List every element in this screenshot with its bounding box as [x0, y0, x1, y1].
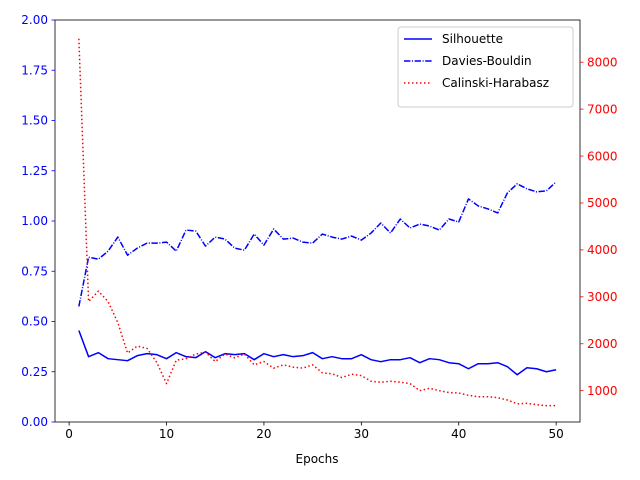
y-right-tick-label: 3000	[587, 290, 618, 304]
y-right-tick-label: 7000	[587, 102, 618, 116]
y-right-tick-label: 1000	[587, 384, 618, 398]
y-right-tick-label: 5000	[587, 196, 618, 210]
y-left-tick-label: 0.00	[21, 415, 48, 429]
y-left-tick-label: 0.75	[21, 264, 48, 278]
x-tick-label: 10	[159, 427, 174, 441]
y-left-tick-label: 2.00	[21, 13, 48, 27]
y-right-tick-label: 6000	[587, 149, 618, 163]
legend: Silhouette Davies-Bouldin Calinski-Harabas…	[397, 26, 574, 108]
y-left-tick-label: 1.25	[21, 164, 48, 178]
y-left-tick-label: 1.75	[21, 63, 48, 77]
legend-label-2: Calinski-Harabasz	[442, 76, 549, 90]
series-layer	[78, 38, 557, 407]
legend-label-0: Silhouette	[442, 32, 503, 46]
x-tick-label: 0	[65, 427, 73, 441]
y-left-tick-label: 0.25	[21, 365, 48, 379]
axes-layer: 0 10 20 30 40 50 0.00 0.25 0.50 0.75 1.00 1.25 1.50 1…	[21, 13, 617, 441]
series-line-1	[78, 181, 557, 307]
legend-box	[397, 26, 574, 108]
y-left-tick-label: 1.00	[21, 214, 48, 228]
x-tick-label: 20	[256, 427, 271, 441]
x-tick-label: 30	[354, 427, 369, 441]
y-right-tick-label: 4000	[587, 243, 618, 257]
y-right-tick-label: 8000	[587, 55, 618, 69]
y-right-tick-label: 2000	[587, 337, 618, 351]
legend-label-1: Davies-Bouldin	[442, 54, 532, 68]
x-tick-label: 50	[548, 427, 563, 441]
y-left-tick-label: 1.50	[21, 114, 48, 128]
series-line-0	[78, 330, 557, 376]
x-tick-label: 40	[451, 427, 466, 441]
x-axis-label: Epochs	[296, 452, 339, 466]
y-left-tick-label: 0.50	[21, 315, 48, 329]
